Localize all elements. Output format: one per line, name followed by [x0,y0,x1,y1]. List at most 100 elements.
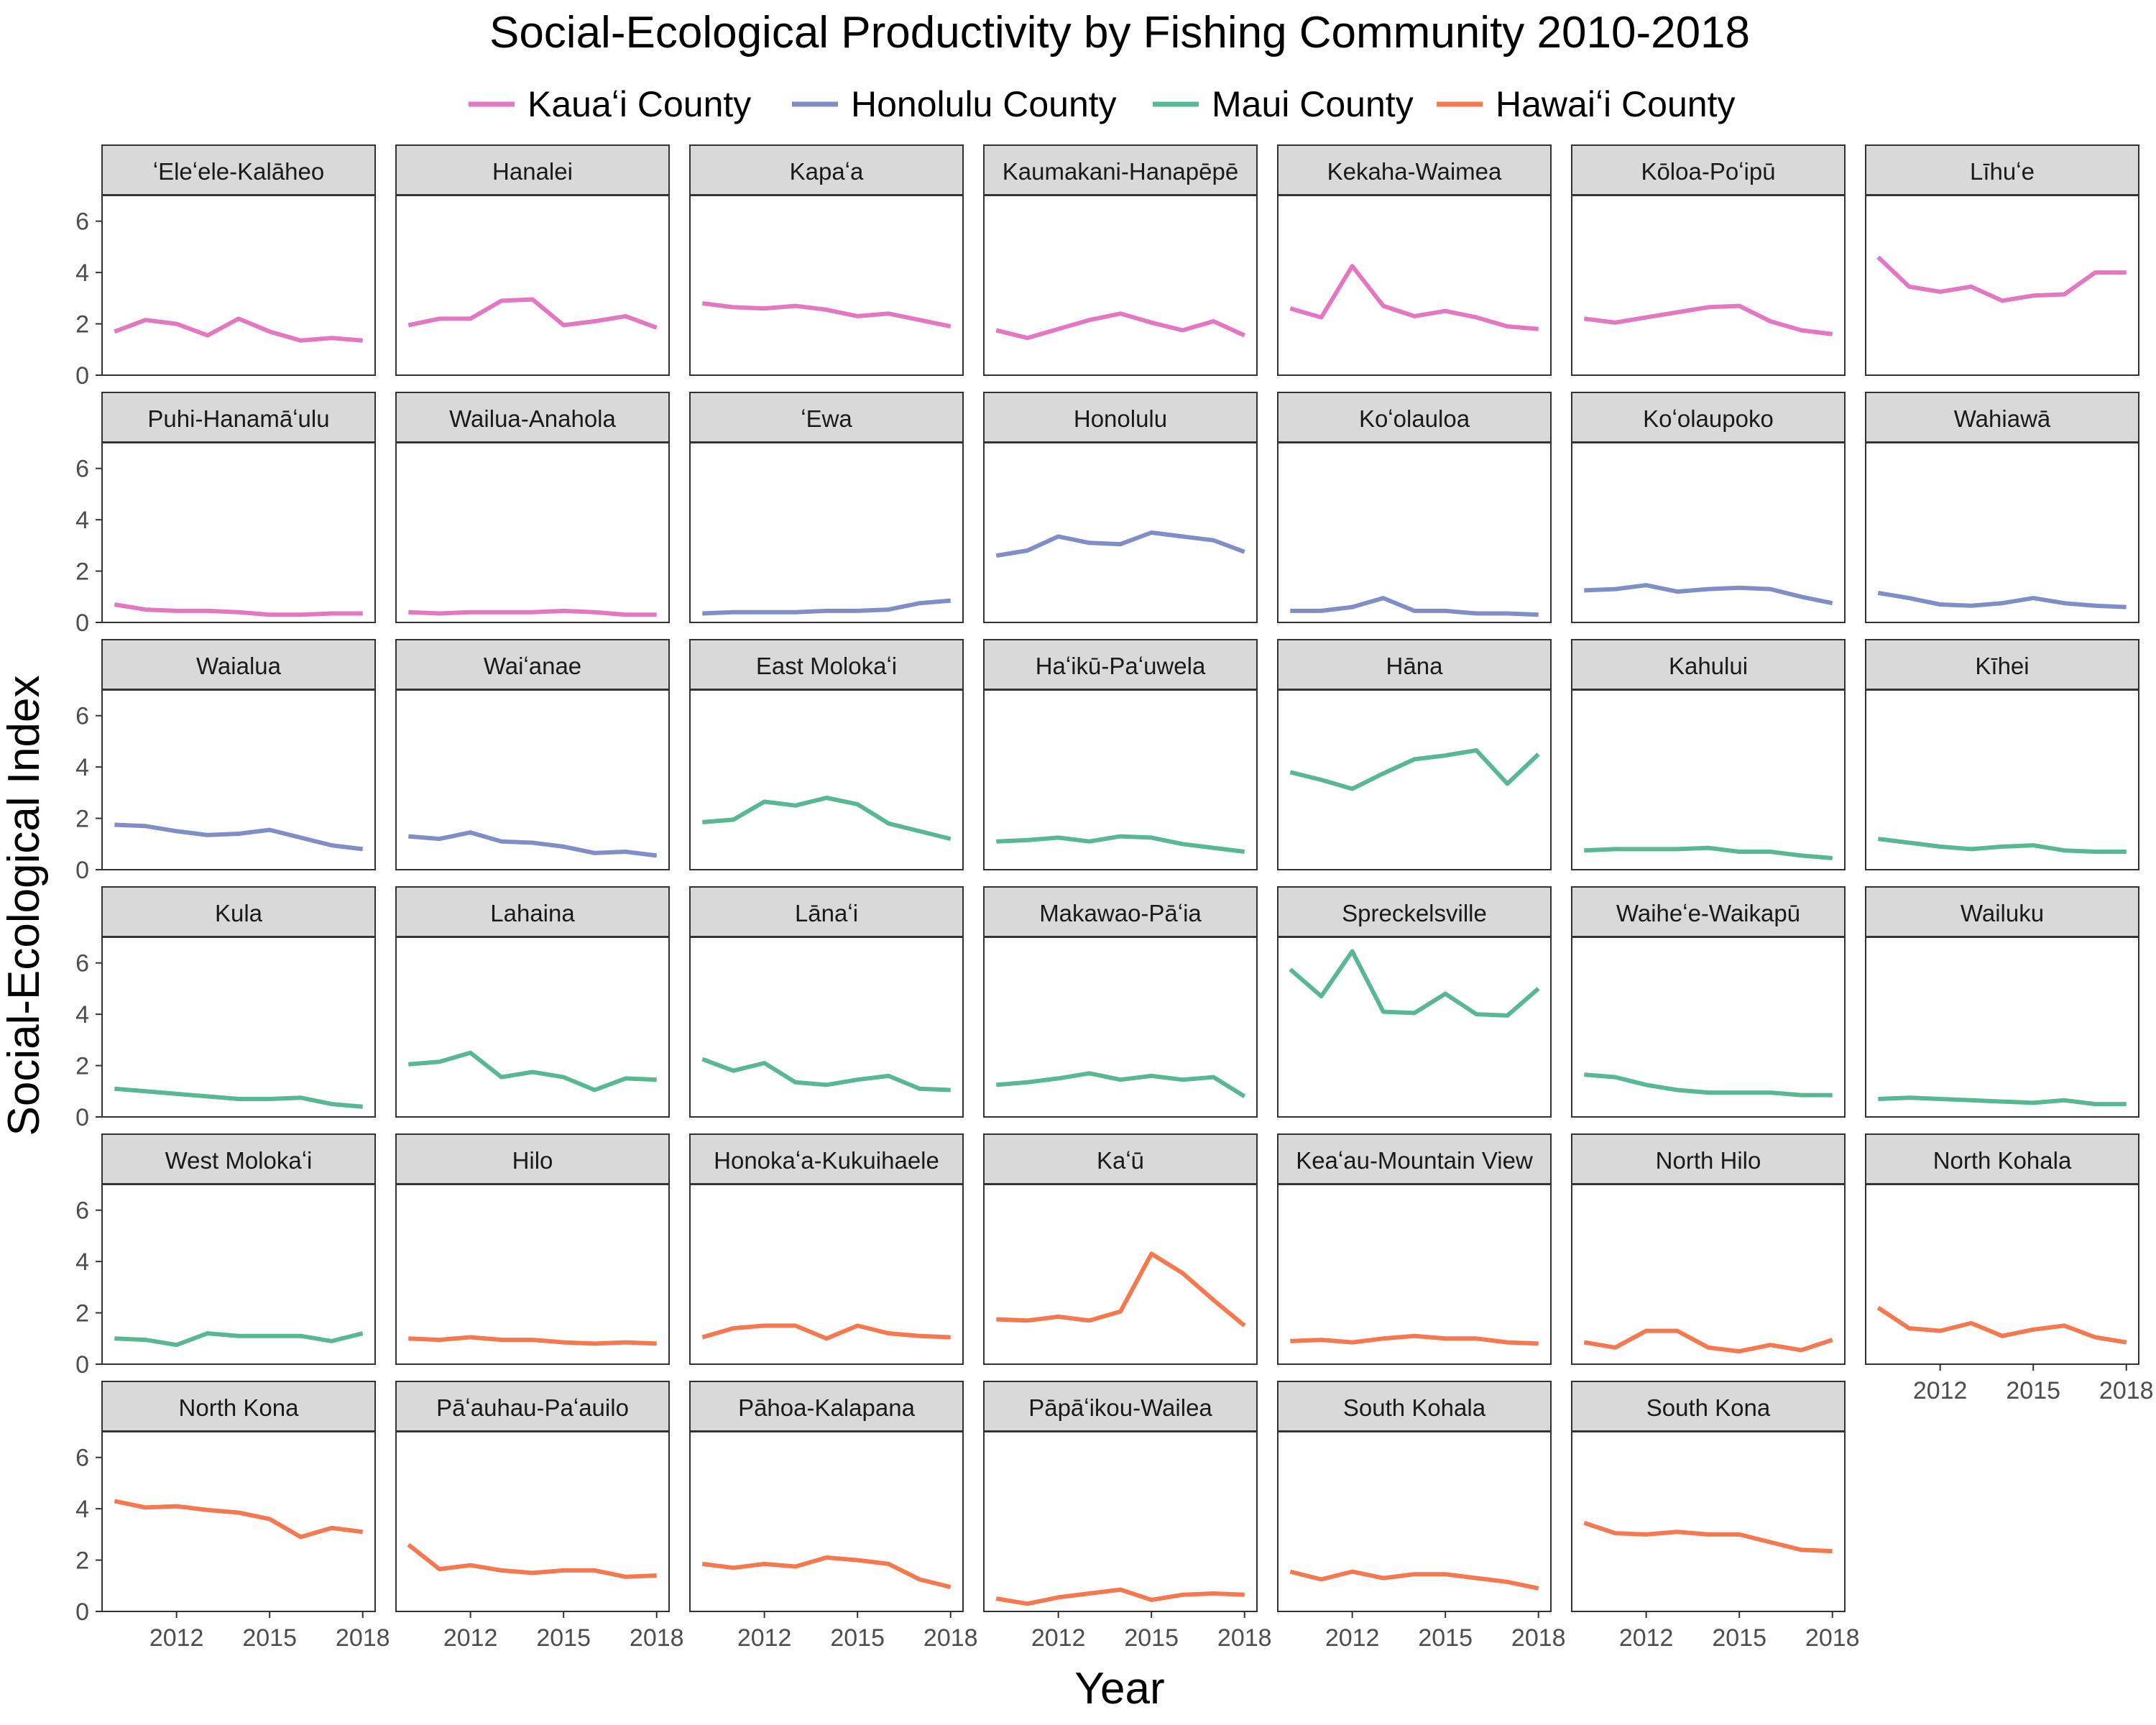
x-tick-label: 2018 [1217,1624,1272,1652]
facet-panel: Hanalei [395,144,670,376]
facet-label: Kula [215,900,263,926]
facet-strip [983,392,1258,443]
facet-panel: Wailua-Anahola [395,392,670,623]
facet-label: Makawao-Pāʻia [1039,900,1202,926]
facet-label: Honolulu [1074,405,1167,432]
x-tick-label: 2015 [1418,1624,1473,1652]
facet-panel: ʻEleʻele-Kalāheo 0 2 4 6 [75,144,376,390]
facet-label: Honokaʻa-Kukuihaele [714,1147,939,1174]
panel-frame [101,195,376,376]
series-line [1877,837,2127,854]
panel-frame [689,689,964,870]
legend-label: Kauaʻi County [528,84,751,124]
facet-strip [689,639,964,691]
facet-label: Keaʻau-Mountain View [1296,1147,1533,1174]
x-tick-label: 2015 [242,1624,297,1652]
facet-panel: Lahaina [395,886,670,1118]
legend-label: Honolulu County [851,84,1117,124]
y-tick-label: 0 [75,610,89,637]
series-line [408,608,657,617]
facet-strip [101,886,376,938]
x-tick-label: 2018 [2099,1377,2154,1404]
facet-panel: Kula 0 2 4 6 [75,886,376,1131]
facet-strip [1277,1381,1552,1432]
facet-label: South Kona [1646,1394,1771,1421]
series-line [1584,583,1833,606]
facet-label: Hāna [1386,653,1444,679]
facet-panel: Kaʻū [983,1133,1258,1365]
x-tick-label: 2012 [443,1624,498,1652]
x-tick-label: 2015 [2006,1377,2060,1404]
series-line [995,311,1245,341]
facet-panel: Spreckelsville [1277,886,1552,1118]
facet-strip [689,144,964,196]
panel-frame [983,1184,1258,1365]
y-tick-label: 0 [75,1598,89,1626]
facet-strip [1865,144,2139,196]
facet-strip [983,886,1258,938]
x-tick-label: 2015 [536,1624,591,1652]
x-tick-label: 2015 [1712,1624,1766,1652]
legend: Kauaʻi County Honolulu County Maui County H… [469,84,1735,124]
panel-frame [395,1184,670,1365]
facet-panel: Puhi-Hanamāʻulu 0 2 4 6 [75,392,376,637]
facet-label: Haʻikū-Paʻuwela [1036,653,1206,679]
facet-panel: Waiheʻe-Waikapū [1571,886,1846,1118]
panel-frame [1865,442,2139,623]
y-tick-label: 6 [75,703,89,730]
facet-label: Hanalei [492,158,573,185]
facet-label: West Molokaʻi [165,1147,313,1174]
panel-frame [1865,689,2139,870]
facet-label: North Kohala [1933,1147,2072,1174]
x-axis-title: Year [1074,1664,1164,1714]
panel-frame [101,1431,376,1612]
legend-item: Hawaiʻi County [1437,84,1735,124]
series-line [1583,1520,1833,1554]
facet-panel: Pāʻauhau-Paʻauilo 2012 2015 2018 [395,1381,684,1652]
facet-label: Kaumakani-Hanapēpē [1003,158,1238,185]
panel-frame [1277,195,1552,376]
facet-panel: Kīhei [1865,639,2139,870]
panel-frame [101,689,376,870]
facet-strip [395,144,670,196]
facet-strip [1865,392,2139,443]
facet-strip [689,886,964,938]
y-tick-label: 4 [75,1496,89,1523]
x-tick-label: 2012 [737,1624,792,1652]
panel-frame [395,195,670,376]
y-tick-label: 6 [75,1445,89,1472]
facet-strip [101,1133,376,1185]
facet-label: Waiʻanae [484,653,581,679]
series-line [408,1335,657,1346]
facet-panel: Hāna [1277,639,1552,870]
series-line [114,822,364,852]
series-line [407,1542,657,1579]
facet-label: ʻEwa [801,405,852,432]
facet-panel: Waiʻanae [395,639,670,870]
series-line [114,602,363,617]
facet-panel: Wahiawā [1865,392,2139,623]
x-tick-label: 2018 [630,1624,684,1652]
series-line [1290,596,1539,617]
facet-label: Wailua-Anahola [449,405,616,432]
facet-label: Pāhoa-Kalapana [738,1394,916,1421]
panel-frame [689,442,964,623]
facet-strip [395,392,670,443]
series-line [996,1251,1246,1328]
facet-panel: Lānaʻi [689,886,964,1118]
facet-panel: North Kona 0 2 4 6 2012 2015 2018 [75,1381,390,1652]
panel-frame [983,937,1258,1118]
facet-label: Kōloa-Poʻipū [1641,158,1775,185]
x-tick-label: 2015 [1124,1624,1179,1652]
panel-frame [983,195,1258,376]
x-tick-label: 2018 [923,1624,978,1652]
facet-strip [101,144,376,196]
facet-label: Hilo [512,1147,553,1174]
facet-strip [1571,1381,1846,1432]
y-tick-label: 4 [75,1248,89,1276]
facet-panel: Waialua 0 2 4 6 [75,639,376,884]
panel-frame [1571,442,1846,623]
x-tick-label: 2018 [336,1624,390,1652]
facet-strip [1571,144,1846,196]
